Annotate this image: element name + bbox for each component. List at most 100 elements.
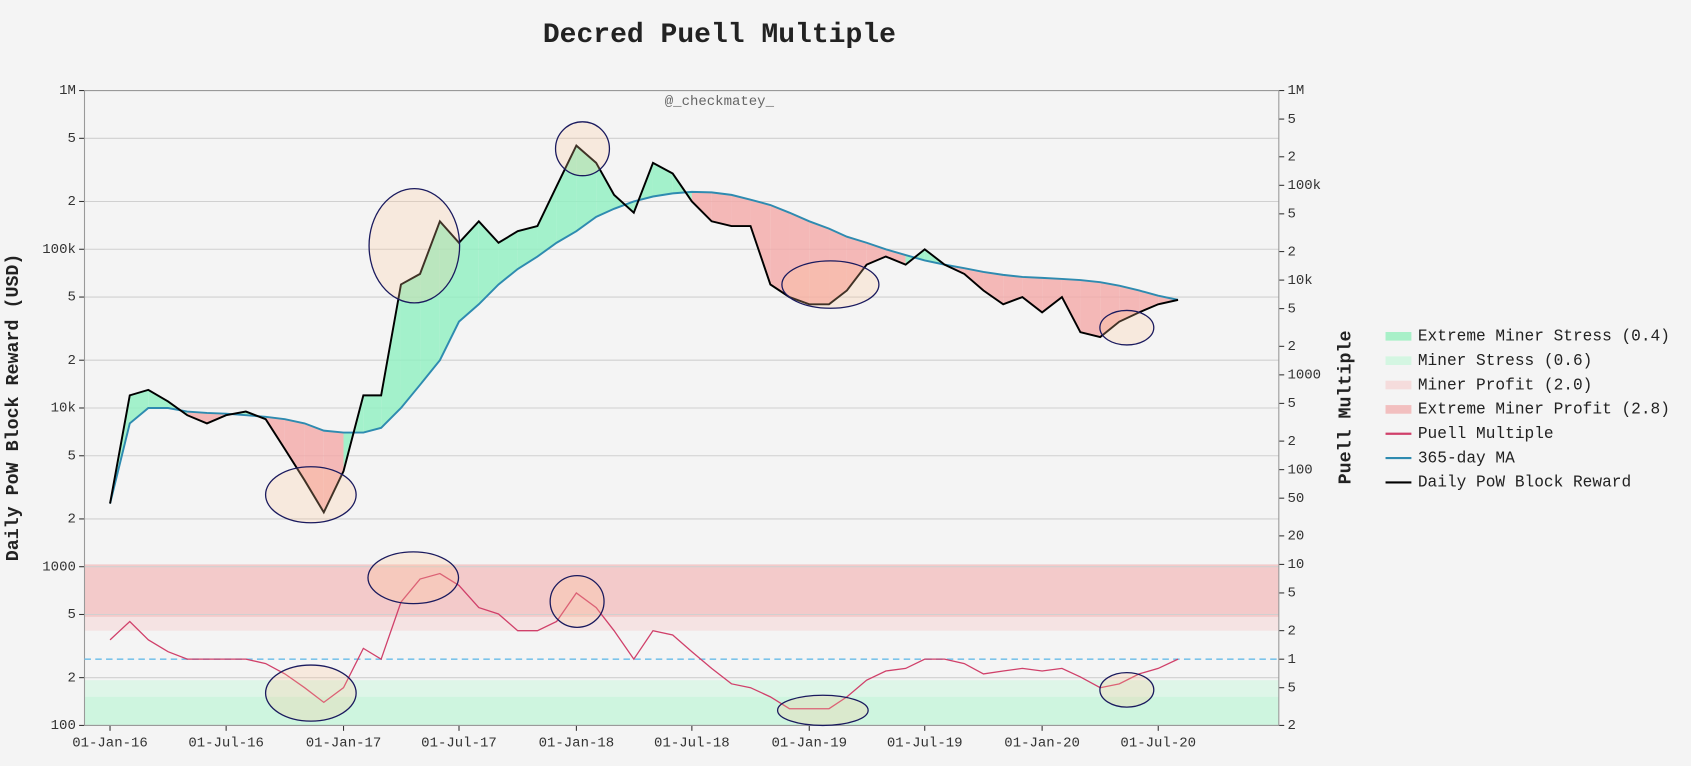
- y2-axis-title: Puell Multiple: [1335, 331, 1356, 485]
- y-tick-label: 5: [67, 607, 75, 623]
- spread-fill: [537, 186, 557, 257]
- y2-tick-label: 20: [1287, 529, 1304, 545]
- spread-fill: [1042, 277, 1062, 313]
- legend-label: 365-day MA: [1418, 449, 1515, 467]
- spread-fill: [1158, 295, 1179, 305]
- highlight-ellipse: [781, 260, 880, 309]
- spread-fill: [829, 228, 847, 305]
- legend-swatch: [1385, 380, 1412, 390]
- spread-fill: [323, 430, 344, 513]
- spread-fill: [400, 273, 421, 408]
- y2-tick-label: 1000: [1287, 368, 1321, 384]
- spread-fill: [1061, 278, 1081, 333]
- y2-tick-label: 5: [1287, 301, 1295, 317]
- x-tick-label: 01-Jul-20: [1120, 735, 1196, 751]
- y-tick-label: 100k: [42, 242, 76, 258]
- spread-fill: [711, 192, 732, 227]
- highlight-ellipse: [554, 121, 611, 177]
- y2-tick-label: 2: [1287, 339, 1295, 355]
- spread-fill: [363, 395, 382, 433]
- y2-tick-label: 2: [1287, 149, 1295, 165]
- spread-fill: [789, 212, 810, 305]
- series-line: [109, 144, 1179, 515]
- y2-tick-label: 2: [1287, 244, 1295, 260]
- x-tick-label: 01-Jul-16: [188, 735, 264, 751]
- y-tick-label: 2: [67, 670, 75, 686]
- spread-fill: [1139, 290, 1159, 313]
- band: [84, 680, 1279, 726]
- x-tick-label: 01-Jul-17: [421, 735, 497, 751]
- legend-label: Extreme Miner Profit (2.8): [1418, 401, 1670, 419]
- legend-swatch: [1385, 405, 1412, 414]
- y-tick-label: 2: [67, 512, 75, 528]
- y2-tick-label: 5: [1287, 586, 1295, 602]
- y2-tick-label: 2: [1287, 434, 1295, 450]
- highlight-ellipse: [264, 466, 357, 524]
- y-tick-label: 10k: [51, 401, 76, 417]
- plot-frame: [83, 90, 1280, 726]
- y-tick-label: 2: [67, 194, 75, 210]
- spread-fill: [1003, 274, 1023, 305]
- y2-tick-label: 5: [1287, 680, 1295, 696]
- x-tick-label: 01-Jan-17: [306, 735, 382, 751]
- band: [84, 564, 1279, 617]
- chart-title: Decred Puell Multiple: [543, 20, 896, 51]
- spread-fill: [596, 162, 615, 217]
- spread-fill: [983, 271, 1004, 305]
- y2-tick-label: 10k: [1287, 273, 1312, 289]
- spread-fill: [478, 221, 499, 305]
- highlight-ellipse: [264, 664, 357, 722]
- spread-fill: [381, 284, 401, 428]
- y2-tick-label: 10: [1287, 557, 1304, 573]
- annotation: @_checkmatey_: [665, 94, 775, 110]
- y-tick-label: 5: [67, 290, 75, 306]
- plot: 1M 5 2 100k 5 2 10k 5 2 1000 5 2 100 1M 5 2 100k 5 2 10k 5 2 1…: [42, 83, 1321, 751]
- highlight-ellipse: [367, 551, 460, 605]
- spread-fill: [459, 221, 479, 322]
- x-tick-label: 01-Jan-16: [72, 735, 148, 751]
- y2-tick-label: 2: [1287, 623, 1295, 639]
- x-tick-label: 01-Jan-20: [1004, 735, 1080, 751]
- y-tick-label: 1M: [59, 83, 76, 99]
- x-tick-label: 01-Jul-18: [654, 735, 730, 751]
- legend: Extreme Miner Stress (0.4) Miner Stress (…: [1385, 328, 1670, 492]
- y2-tick-label: 5: [1287, 207, 1295, 223]
- y2-tick-label: 5: [1287, 396, 1295, 412]
- legend-label: Miner Stress (0.6): [1418, 352, 1593, 370]
- highlights: [264, 121, 1155, 727]
- spread-fill: [691, 191, 712, 222]
- spread-fill: [517, 226, 538, 270]
- y2-tick-label: 100k: [1287, 178, 1321, 194]
- legend-label: Daily PoW Block Reward: [1418, 474, 1631, 492]
- y-tick-label: 5: [67, 131, 75, 147]
- legend-swatch: [1385, 331, 1412, 341]
- spread-fill: [284, 419, 305, 481]
- spread-fill: [750, 199, 771, 285]
- spread-fill: [1100, 282, 1120, 338]
- spread-fill: [1080, 280, 1101, 338]
- spread-fill: [304, 423, 324, 513]
- y2-tick-label: 1M: [1287, 83, 1304, 99]
- y-axis-title: Daily PoW Block Reward (USD): [3, 254, 24, 562]
- highlight-ellipse: [1099, 671, 1155, 708]
- x-tick-label: 01-Jan-18: [539, 735, 615, 751]
- spread-fill: [498, 231, 518, 285]
- x-tick-label: 01-Jan-19: [771, 735, 847, 751]
- spread-fill: [964, 268, 984, 291]
- highlight-ellipse: [1099, 309, 1155, 346]
- series-line: [109, 190, 1179, 504]
- legend-swatch: [1385, 356, 1412, 365]
- highlight-ellipse: [368, 187, 461, 304]
- x-tick-label: 01-Jul-19: [887, 735, 963, 751]
- legend-label: Miner Profit (2.0): [1418, 376, 1593, 394]
- y-tick-label: 1000: [42, 559, 76, 575]
- series-line: [109, 572, 1179, 710]
- highlight-ellipse: [549, 574, 605, 628]
- y-tick-label: 100: [51, 718, 76, 734]
- spread-fill: [731, 194, 751, 227]
- legend-label: Puell Multiple: [1418, 425, 1554, 443]
- y2-tick-label: 5: [1287, 112, 1295, 128]
- spread-fill: [439, 221, 460, 361]
